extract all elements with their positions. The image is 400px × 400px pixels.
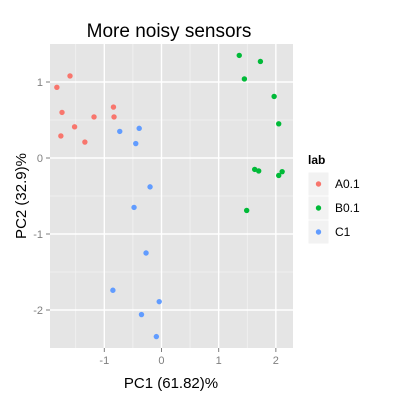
y-axis: -2 -1 0 1: [33, 77, 50, 317]
x-tick-label: -1: [99, 355, 109, 367]
data-point-C1: [153, 333, 160, 340]
data-point-B0.1: [243, 207, 250, 214]
data-point-B0.1: [276, 172, 282, 179]
legend-swatch: [315, 181, 322, 187]
data-point-A0.1: [67, 73, 73, 79]
data-point-B0.1: [271, 93, 277, 100]
legend-label: B0.1: [335, 201, 360, 215]
data-point-B0.1: [236, 52, 242, 59]
data-point-A0.1: [54, 84, 60, 91]
x-tick-label: 0: [158, 355, 164, 367]
data-point-B0.1: [241, 76, 248, 82]
data-point-C1: [138, 311, 145, 318]
data-point-C1: [110, 287, 116, 293]
y-axis-title: PC2 (32.9)%: [13, 153, 30, 239]
data-point-C1: [117, 128, 123, 135]
legend-label: C1: [335, 225, 351, 239]
y-tick-label: -2: [33, 305, 43, 317]
minor-gridlines: [50, 44, 293, 348]
data-point-A0.1: [110, 104, 117, 110]
legend-label: A0.1: [335, 177, 360, 191]
data-point-A0.1: [91, 114, 97, 120]
data-point-A0.1: [59, 109, 65, 116]
data-point-B0.1: [279, 168, 285, 175]
data-point-A0.1: [82, 139, 88, 145]
x-tick-label: 1: [216, 355, 222, 367]
data-point-C1: [136, 125, 142, 132]
chart-title: More noisy sensors: [87, 21, 252, 42]
y-tick-label: -1: [33, 229, 43, 241]
legend-swatch: [315, 205, 322, 211]
data-points: [54, 52, 285, 340]
x-axis-title: PC1 (61.82)%: [124, 375, 218, 392]
x-tick-label: 2: [273, 355, 279, 367]
data-point-C1: [147, 184, 153, 190]
legend-swatch: [315, 229, 322, 235]
y-tick-label: 0: [37, 153, 43, 165]
legend-title: lab: [308, 153, 325, 167]
data-point-A0.1: [111, 114, 117, 120]
data-point-C1: [133, 140, 139, 147]
data-point-B0.1: [257, 58, 264, 65]
data-point-C1: [156, 298, 162, 305]
x-axis: -1 0 1 2: [99, 348, 279, 367]
y-tick-label: 1: [37, 77, 43, 89]
data-point-A0.1: [58, 133, 64, 139]
data-point-B0.1: [276, 121, 282, 127]
legend: lab A0.1 B0.1 C1: [307, 153, 360, 245]
data-point-C1: [143, 250, 149, 256]
data-point-B0.1: [255, 168, 262, 174]
data-point-C1: [131, 204, 137, 211]
legend-items: A0.1 B0.1 C1: [307, 171, 360, 245]
data-point-A0.1: [71, 124, 78, 130]
